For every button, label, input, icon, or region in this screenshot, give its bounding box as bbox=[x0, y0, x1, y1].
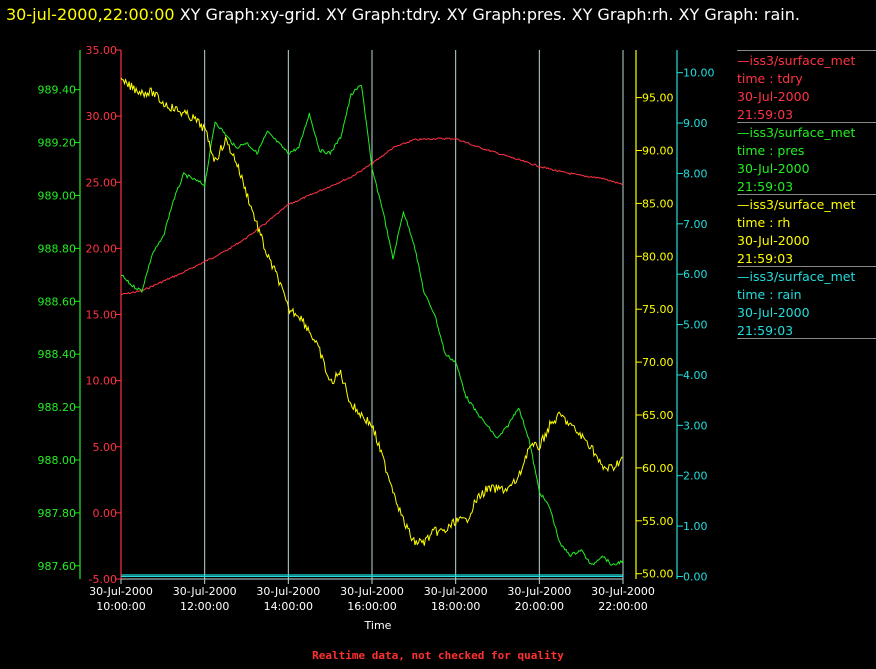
x-tick-date: 30-Jul-2000 bbox=[591, 585, 655, 598]
tdry-tick-label: 10.00 bbox=[86, 375, 118, 388]
rh-tick-label: 70.00 bbox=[642, 356, 674, 369]
tdry-tick-label: 35.00 bbox=[86, 44, 118, 57]
legend-date: 30-Jul-2000 bbox=[737, 89, 810, 104]
pres-tick-label: 988.40 bbox=[38, 348, 77, 361]
x-tick-date: 30-Jul-2000 bbox=[424, 585, 488, 598]
tdry-tick-label: 5.00 bbox=[93, 441, 118, 454]
pres-tick-label: 988.60 bbox=[38, 295, 77, 308]
title-graph-list: XY Graph:xy-grid. XY Graph:tdry. XY Grap… bbox=[179, 5, 800, 24]
rain-tick-label: 5.00 bbox=[683, 319, 708, 332]
x-tick-date: 30-Jul-2000 bbox=[507, 585, 571, 598]
legend-separator bbox=[737, 338, 876, 340]
legend-separator bbox=[737, 50, 876, 51]
series-line-pres bbox=[120, 84, 624, 566]
legend-source: —iss3/surface_met bbox=[737, 197, 856, 212]
rh-tick-label: 65.00 bbox=[642, 409, 674, 422]
rh-tick-label: 90.00 bbox=[642, 145, 674, 158]
x-tick-date: 30-Jul-2000 bbox=[89, 585, 153, 598]
legend-time: 21:59:03 bbox=[737, 323, 794, 338]
pres-tick-label: 988.80 bbox=[38, 242, 77, 255]
rain-tick-label: 2.00 bbox=[683, 470, 708, 483]
pres-tick-label: 987.80 bbox=[38, 507, 77, 520]
tdry-tick-label: -5.00 bbox=[89, 573, 117, 586]
legend-field: time : pres bbox=[737, 143, 805, 158]
rh-tick-label: 75.00 bbox=[642, 303, 674, 316]
rh-tick-label: 80.00 bbox=[642, 250, 674, 263]
pres-tick-label: 988.00 bbox=[38, 454, 77, 467]
x-tick-time: 12:00:00 bbox=[180, 600, 229, 613]
tdry-tick-label: 30.00 bbox=[86, 110, 118, 123]
tdry-tick-label: 20.00 bbox=[86, 242, 118, 255]
rain-tick-label: 0.00 bbox=[683, 570, 708, 583]
rh-tick-label: 50.00 bbox=[642, 568, 674, 581]
rain-tick-label: 4.00 bbox=[683, 369, 708, 382]
legend-date: 30-Jul-2000 bbox=[737, 233, 810, 248]
series-line-rh bbox=[120, 77, 623, 546]
x-tick-time: 18:00:00 bbox=[431, 600, 480, 613]
legend-separator bbox=[737, 194, 876, 195]
pres-tick-label: 989.40 bbox=[38, 84, 77, 97]
legend-date: 30-Jul-2000 bbox=[737, 161, 810, 176]
x-tick-date: 30-Jul-2000 bbox=[340, 585, 404, 598]
rain-tick-label: 9.00 bbox=[683, 117, 708, 130]
x-tick-time: 20:00:00 bbox=[515, 600, 564, 613]
rain-tick-label: 1.00 bbox=[683, 520, 708, 533]
x-tick-date: 30-Jul-2000 bbox=[256, 585, 320, 598]
legend-field: time : rh bbox=[737, 215, 791, 230]
rain-tick-label: 8.00 bbox=[683, 167, 708, 180]
legend-date: 30-Jul-2000 bbox=[737, 305, 810, 320]
x-tick-time: 16:00:00 bbox=[347, 600, 396, 613]
legend-source: —iss3/surface_met bbox=[737, 125, 856, 140]
rh-tick-label: 85.00 bbox=[642, 197, 674, 210]
rain-tick-label: 7.00 bbox=[683, 218, 708, 231]
legend-time: 21:59:03 bbox=[737, 179, 794, 194]
x-tick-date: 30-Jul-2000 bbox=[173, 585, 237, 598]
pres-tick-label: 988.20 bbox=[38, 401, 77, 414]
legend-field: time : tdry bbox=[737, 71, 803, 86]
pres-tick-label: 987.60 bbox=[38, 560, 77, 573]
quality-note: Realtime data, not checked for quality bbox=[312, 649, 564, 662]
legend-field: time : rain bbox=[737, 287, 802, 302]
rain-tick-label: 3.00 bbox=[683, 419, 708, 432]
x-tick-time: 10:00:00 bbox=[96, 600, 145, 613]
rh-tick-label: 60.00 bbox=[642, 462, 674, 475]
tdry-tick-label: 0.00 bbox=[93, 507, 118, 520]
x-tick-time: 14:00:00 bbox=[264, 600, 313, 613]
rain-tick-label: 10.00 bbox=[683, 67, 715, 80]
title-timestamp: 30-jul-2000,22:00:00 bbox=[6, 5, 175, 24]
rh-tick-label: 95.00 bbox=[642, 92, 674, 105]
x-axis-label: Time bbox=[364, 619, 392, 632]
pres-tick-label: 989.20 bbox=[38, 137, 77, 150]
legend-source: —iss3/surface_met bbox=[737, 53, 856, 68]
legend-time: 21:59:03 bbox=[737, 107, 794, 122]
rh-tick-label: 55.00 bbox=[642, 515, 674, 528]
legend-source: —iss3/surface_met bbox=[737, 269, 856, 284]
legend-time: 21:59:03 bbox=[737, 251, 794, 266]
legend-separator bbox=[737, 266, 876, 267]
legend-separator bbox=[737, 122, 876, 123]
tdry-tick-label: 25.00 bbox=[86, 176, 118, 189]
rain-tick-label: 6.00 bbox=[683, 268, 708, 281]
pres-tick-label: 989.00 bbox=[38, 189, 77, 202]
chart-title: 30-jul-2000,22:00:00 XY Graph:xy-grid. X… bbox=[6, 2, 866, 28]
x-tick-time: 22:00:00 bbox=[598, 600, 647, 613]
tdry-tick-label: 15.00 bbox=[86, 309, 118, 322]
